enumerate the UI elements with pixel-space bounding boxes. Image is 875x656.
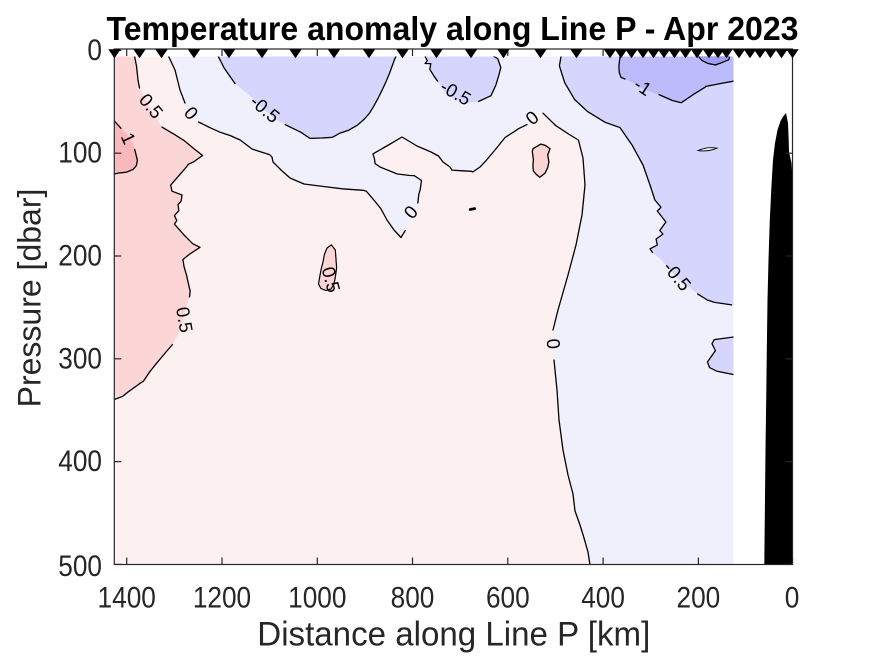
- svg-text:Pressure [dbar]: Pressure [dbar]: [12, 189, 48, 408]
- svg-text:400: 400: [58, 445, 102, 478]
- svg-text:300: 300: [58, 342, 102, 375]
- svg-text:200: 200: [677, 582, 721, 615]
- svg-text:500: 500: [58, 550, 102, 583]
- svg-text:0: 0: [785, 582, 800, 615]
- svg-text:Temperature anomaly along Line: Temperature anomaly along Line P - Apr 2…: [107, 10, 799, 47]
- svg-text:600: 600: [486, 582, 530, 615]
- svg-text:0.5: 0.5: [172, 305, 197, 334]
- svg-text:400: 400: [581, 582, 625, 615]
- svg-text:200: 200: [58, 240, 102, 273]
- svg-text:0: 0: [543, 338, 565, 350]
- svg-text:0: 0: [87, 34, 102, 67]
- svg-text:1200: 1200: [193, 582, 251, 615]
- svg-text:800: 800: [391, 582, 435, 615]
- svg-text:1000: 1000: [288, 582, 346, 615]
- svg-text:Distance along Line P [km]: Distance along Line P [km]: [257, 615, 650, 653]
- svg-text:100: 100: [58, 137, 102, 170]
- svg-text:1400: 1400: [98, 582, 156, 615]
